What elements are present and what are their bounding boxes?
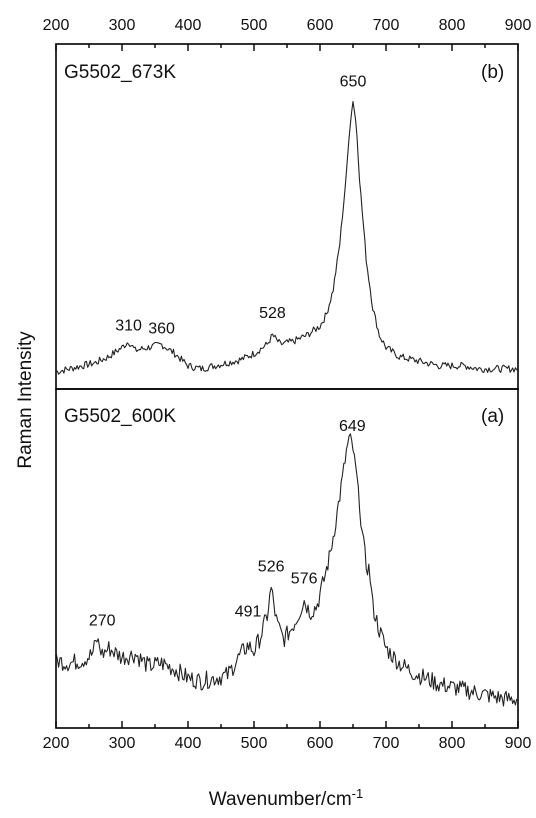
sample-label-top: G5502_673K — [64, 62, 176, 83]
x-tick-label-top: 200 — [43, 17, 70, 34]
x-tick-label-top: 600 — [307, 17, 334, 34]
x-tick-label-bottom: 400 — [175, 735, 202, 752]
x-tick-label-bottom: 200 — [43, 735, 70, 752]
peak-label: 649 — [339, 418, 366, 435]
peak-label: 576 — [291, 570, 318, 587]
x-tick-label-bottom: 800 — [439, 735, 466, 752]
x-axis-label-text: Wavenumber/cm — [209, 789, 352, 810]
peak-label: 528 — [259, 305, 286, 322]
x-tick-label-top: 500 — [241, 17, 268, 34]
bottom-panel-frame — [55, 388, 519, 729]
x-tick-label-bottom: 700 — [373, 735, 400, 752]
x-tick-label-top: 900 — [505, 17, 532, 34]
peak-label: 310 — [115, 317, 142, 334]
peak-label: 526 — [258, 558, 285, 575]
peak-label: 491 — [235, 603, 262, 620]
spectrum-line-bottom — [55, 433, 519, 707]
x-tick-label-top: 800 — [439, 17, 466, 34]
peak-label: 650 — [340, 73, 367, 90]
x-tick-label-top: 300 — [109, 17, 136, 34]
x-tick-label-bottom: 300 — [109, 735, 136, 752]
x-axis-label-superscript: -1 — [352, 786, 364, 801]
x-axis-label: Wavenumber/cm-1 — [209, 786, 363, 810]
x-tick-label-bottom: 600 — [307, 735, 334, 752]
peak-labels: 310 360 528 650 270 491 526 576 649 — [89, 73, 367, 629]
x-tick-label-bottom: 900 — [505, 735, 532, 752]
top-panel-frame — [55, 43, 519, 390]
x-axis-bottom: 200 300 400 500 600 700 800 900 — [43, 721, 532, 752]
x-tick-label-top: 700 — [373, 17, 400, 34]
x-axis-top: 200 300 400 500 600 700 800 900 — [43, 17, 532, 51]
x-tick-label-top: 400 — [175, 17, 202, 34]
panel-letter-top: (b) — [481, 62, 504, 83]
panel-letter-bottom: (a) — [481, 406, 504, 427]
spectra-group — [55, 100, 519, 707]
spectrum-line-top — [55, 100, 519, 375]
y-axis-label: Raman Intensity — [15, 331, 36, 469]
x-tick-label-bottom: 500 — [241, 735, 268, 752]
sample-label-bottom: G5502_600K — [64, 406, 176, 427]
peak-label: 270 — [89, 612, 116, 629]
peak-label: 360 — [148, 320, 175, 337]
